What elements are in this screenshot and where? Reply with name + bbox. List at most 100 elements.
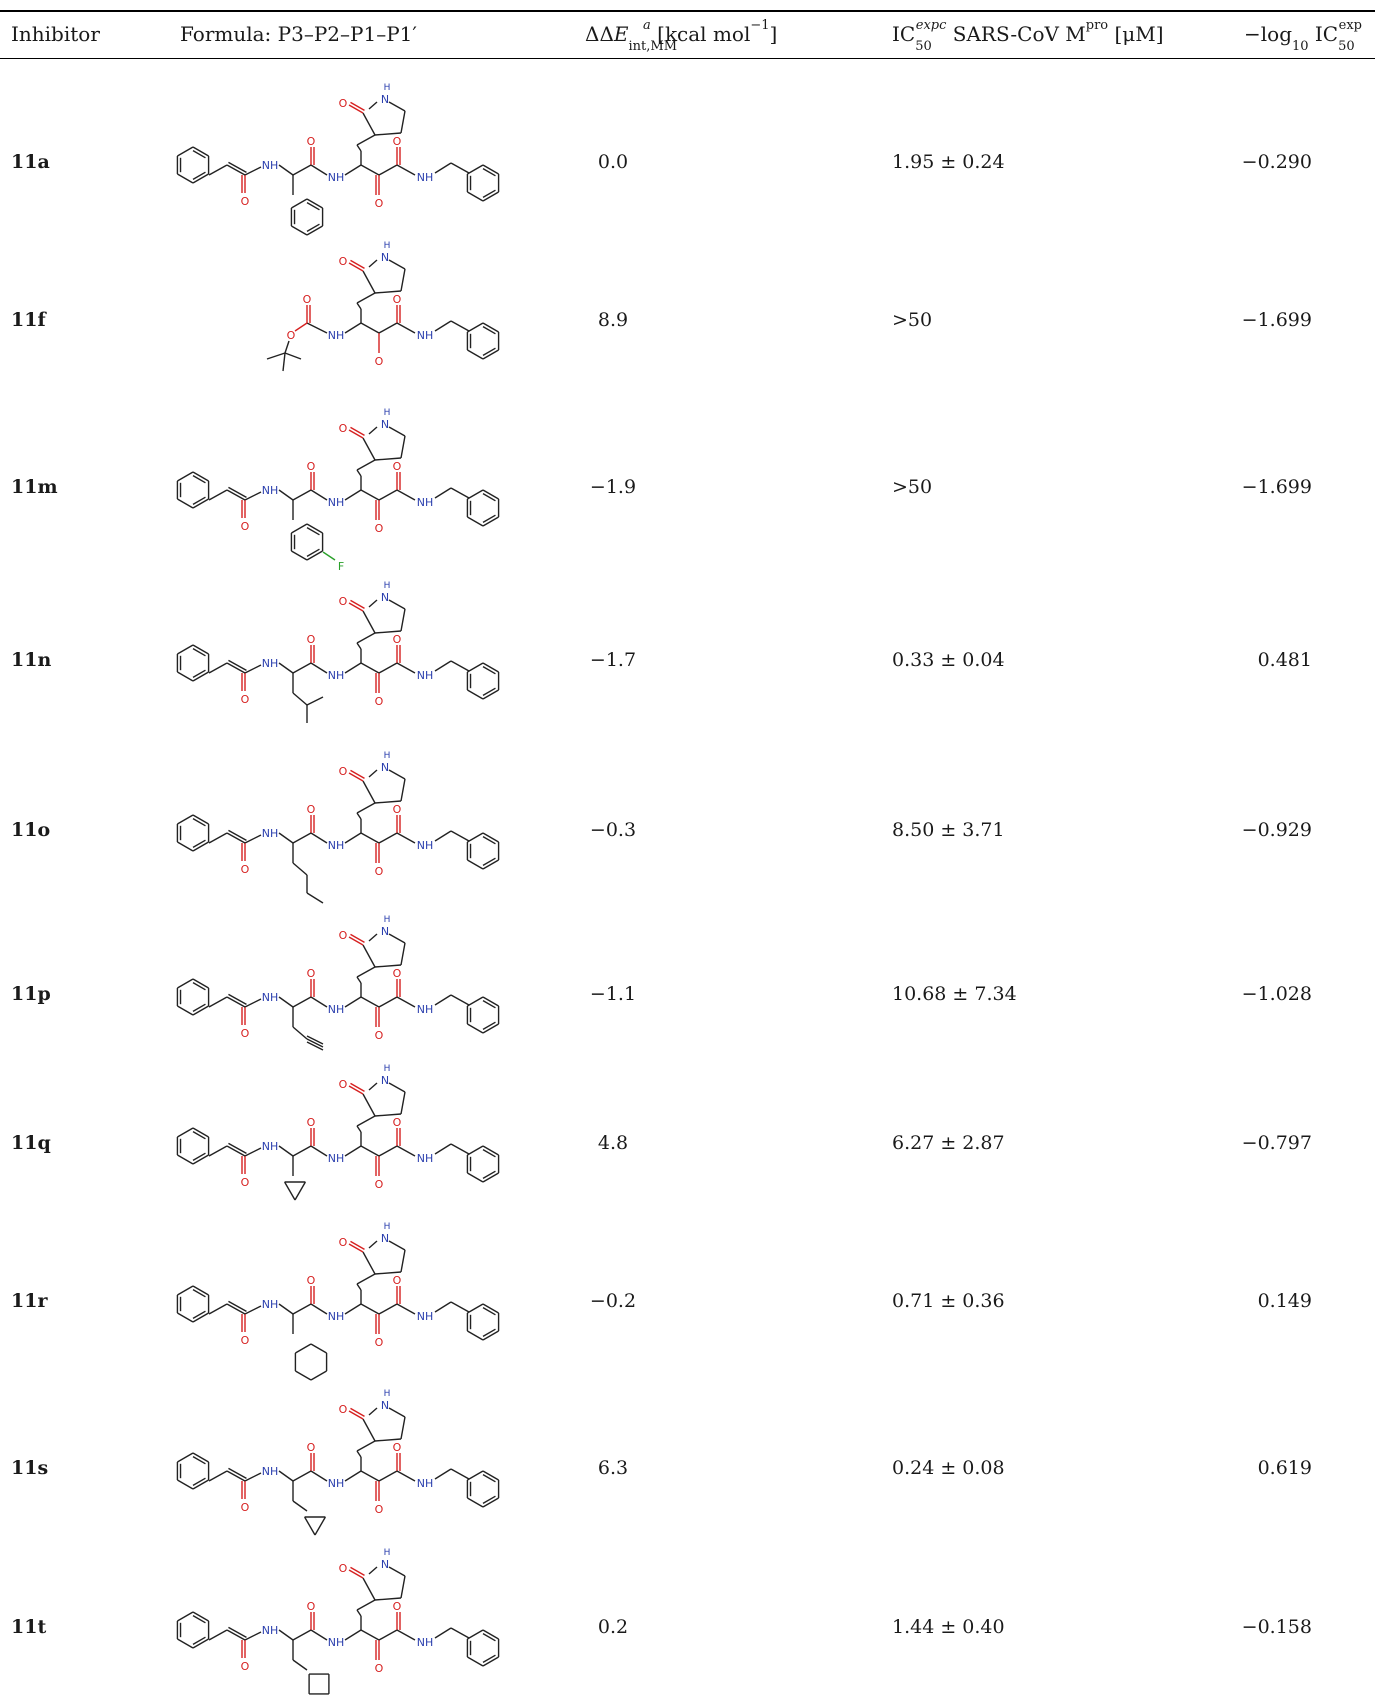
bond <box>450 1627 470 1639</box>
atom-label: O <box>241 195 250 208</box>
bond <box>294 1181 306 1201</box>
bond <box>310 164 328 176</box>
bond <box>177 1312 194 1323</box>
bond <box>177 671 194 682</box>
ddE-value: 6.3 <box>598 1456 628 1480</box>
bond <box>292 1145 312 1157</box>
atom-label: H <box>384 1222 391 1232</box>
bond <box>244 1472 262 1482</box>
bond <box>482 1328 496 1338</box>
bond <box>291 550 308 561</box>
bond <box>310 1303 328 1315</box>
bond <box>292 996 312 1008</box>
atom-label: O <box>339 1078 348 1091</box>
bond <box>482 1473 496 1483</box>
atom-label: O <box>393 1441 402 1454</box>
bond <box>177 1452 194 1463</box>
bond <box>388 426 406 437</box>
bond <box>192 496 206 506</box>
bond <box>226 1145 246 1157</box>
atom-label: O <box>307 1441 316 1454</box>
bond <box>356 292 376 304</box>
bond <box>400 942 406 966</box>
molecule-drawing: NH O NH O O NH O O <box>266 241 500 372</box>
bond <box>482 1656 499 1667</box>
bond <box>450 320 470 332</box>
bond <box>482 857 496 867</box>
bond <box>368 1240 378 1249</box>
atom-label: N <box>381 418 389 431</box>
bond <box>360 1303 380 1315</box>
atom-label: N <box>381 761 389 774</box>
bond <box>388 101 406 112</box>
bond <box>192 839 206 849</box>
bond <box>306 892 324 904</box>
atom-label: NH <box>262 159 279 172</box>
atom-label: O <box>375 1336 384 1349</box>
log-ic50-value: −1.699 <box>1241 476 1312 498</box>
bond <box>368 1407 378 1416</box>
bond <box>348 602 364 612</box>
atom-label: O <box>375 522 384 535</box>
bond <box>348 1243 364 1253</box>
bond <box>306 548 320 558</box>
bond <box>310 489 328 501</box>
bond <box>368 259 378 268</box>
bond <box>400 435 406 459</box>
bond <box>192 981 206 991</box>
bond <box>192 173 209 184</box>
atom-label: O <box>287 329 296 342</box>
bond <box>292 1303 312 1315</box>
bond <box>244 1147 262 1157</box>
bond <box>400 1091 406 1115</box>
bond <box>396 1303 416 1315</box>
bond <box>450 1143 470 1155</box>
atom-label: O <box>241 520 250 533</box>
atom-label: NH <box>328 839 345 852</box>
bond <box>348 772 364 782</box>
atom-label: O <box>307 803 316 816</box>
atom-label: H <box>384 408 391 418</box>
atom-label: H <box>384 1389 391 1399</box>
bond <box>192 1611 209 1622</box>
bond <box>434 1468 452 1480</box>
ddE-text: −1.7 <box>589 649 637 671</box>
bond <box>450 487 470 499</box>
bond <box>482 1148 496 1158</box>
bond <box>482 996 499 1007</box>
atom-label: O <box>375 197 384 210</box>
ddE-text: 0.2 <box>597 1616 629 1638</box>
atom-label: H <box>384 1548 391 1558</box>
bond <box>362 270 376 294</box>
atom-label: H <box>384 1064 391 1074</box>
atom-label: NH <box>417 1636 434 1649</box>
inhibitor-id: 11f <box>11 309 46 331</box>
ddE-text: 6.3 <box>597 1457 629 1479</box>
bond <box>467 1497 484 1508</box>
atom-label: O <box>339 1562 348 1575</box>
bond <box>467 1303 484 1314</box>
bond <box>192 474 206 484</box>
header-inhibitor: Inhibitor <box>11 22 100 46</box>
bond <box>467 1629 484 1640</box>
atom-label: O <box>307 135 316 148</box>
bond <box>344 1470 362 1482</box>
bond <box>292 692 308 706</box>
ddE-text: 0.0 <box>597 151 629 173</box>
ddE-text: −0.3 <box>589 819 637 841</box>
bond <box>226 489 246 501</box>
bond <box>310 1470 328 1482</box>
atom-label: H <box>384 241 391 251</box>
structure-formula: N H O NH O O NH O NH O <box>176 1383 508 1543</box>
bond <box>396 489 416 501</box>
bond <box>467 1172 484 1183</box>
bond <box>378 1303 398 1315</box>
bond <box>467 1330 484 1341</box>
atom-label: NH <box>262 827 279 840</box>
atom-label: O <box>375 865 384 878</box>
header-ddE: ΔΔEint,MMa [kcal mol−1] <box>585 18 778 54</box>
bond <box>356 802 376 814</box>
bond <box>467 489 484 500</box>
bond <box>306 1035 324 1045</box>
bond <box>348 1410 364 1420</box>
